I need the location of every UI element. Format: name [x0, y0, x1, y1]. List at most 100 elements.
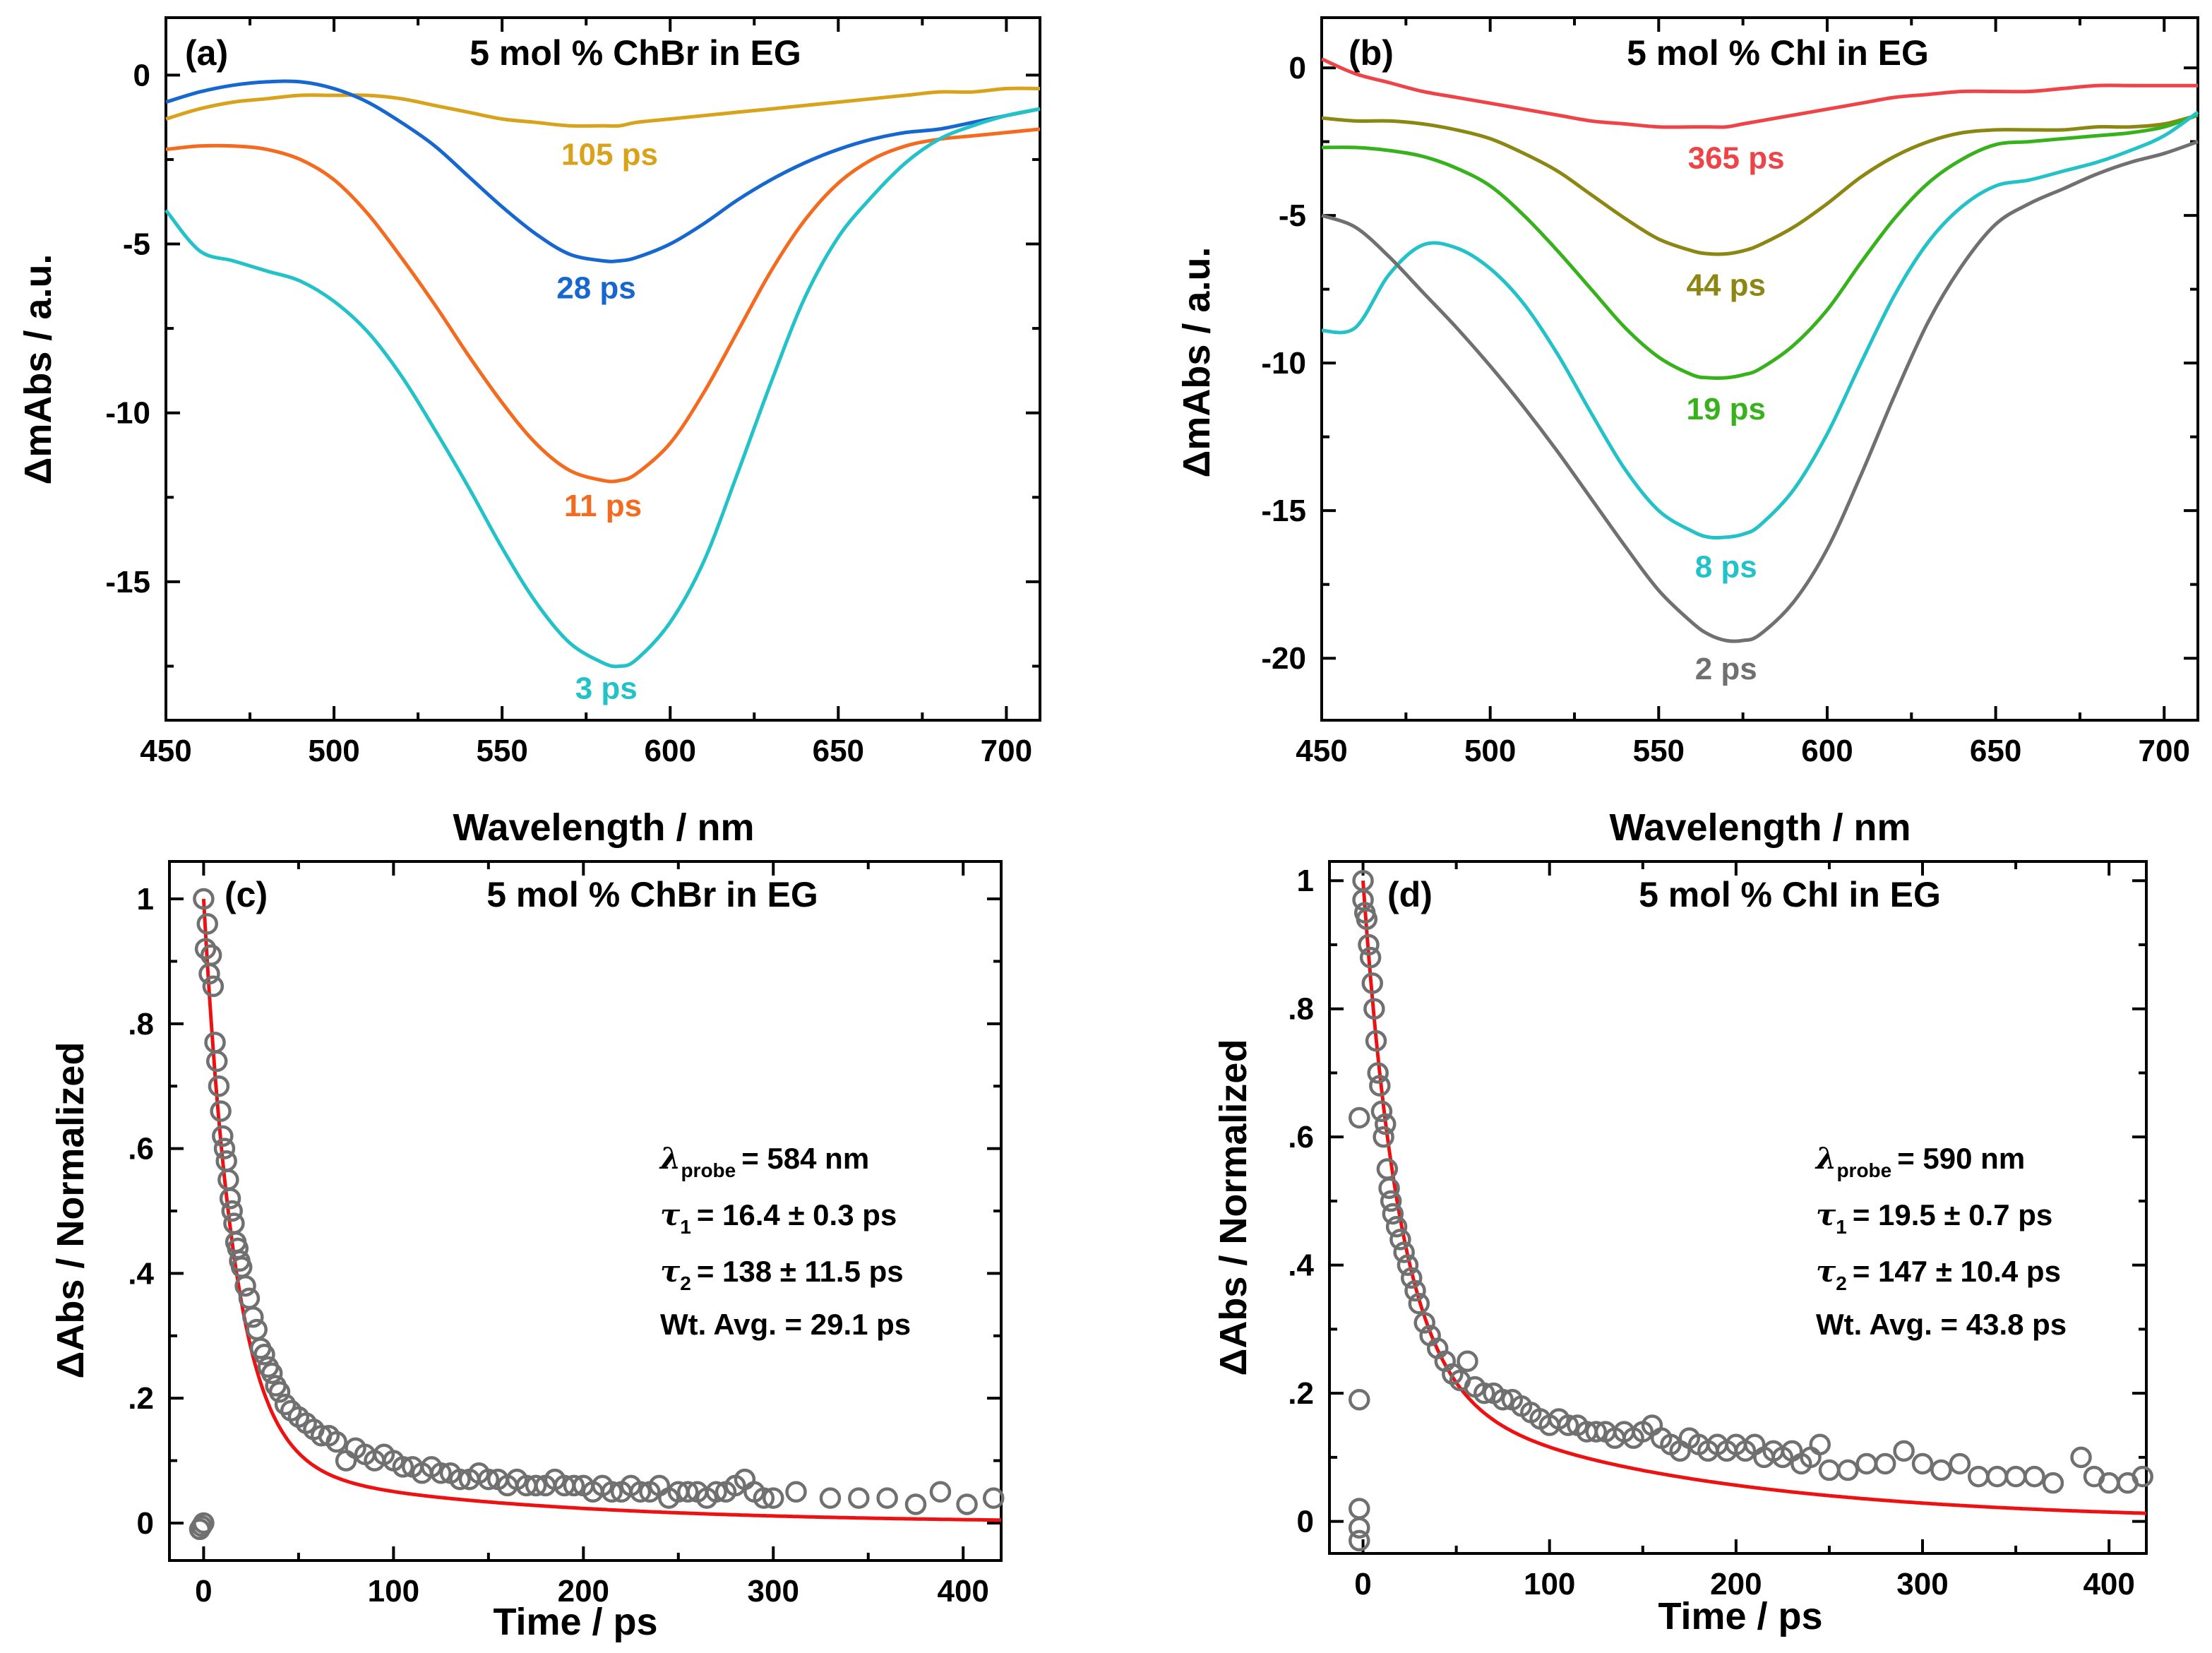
data-point — [1363, 998, 1385, 1020]
panel-c-wtavg-line: Wt. Avg. = 29.1 ps — [660, 1308, 911, 1341]
fit-curve — [201, 898, 1002, 1522]
panel-d-annotations: λprobe = 590 nm τ1 = 19.5 ± 0.7 ps τ2 = 147… — [1815, 1141, 2067, 1341]
data-point — [2023, 1465, 2045, 1488]
data-point — [1369, 1075, 1391, 1097]
x-tick-label: 400 — [2083, 1567, 2134, 1601]
data-point — [876, 1487, 898, 1509]
x-tick-label: 450 — [1296, 734, 1347, 768]
x-tick-label: 0 — [195, 1574, 212, 1609]
panel-b-axes: 450 500 550 600 650 700 0 -5 -10 -15 -20 — [1261, 16, 2199, 768]
panel-c-ylabel: ΔAbs / Normalized — [49, 1042, 92, 1379]
data-point — [1408, 1292, 1430, 1315]
panel-b-ylabel: ΔmAbs / a.u. — [1176, 247, 1218, 478]
panel-b-title: 5 mol % ChI in EG — [1627, 33, 1929, 73]
data-point — [234, 1275, 256, 1297]
panel-c-tau2-line: τ2 = 138 ± 11.5 ps — [660, 1254, 904, 1294]
panel-d-label: (d) — [1387, 875, 1433, 914]
data-point — [208, 1075, 230, 1097]
data-point — [705, 1481, 727, 1503]
data-point — [1389, 1229, 1411, 1251]
data-point — [1378, 1177, 1400, 1200]
x-tick-label: 600 — [645, 734, 696, 768]
data-point — [2132, 1465, 2153, 1488]
series-line-365-ps — [1320, 57, 2198, 129]
data-point — [1855, 1452, 1878, 1475]
data-point — [449, 1468, 471, 1491]
data-point — [676, 1481, 699, 1503]
curve-label-11-ps: 11 ps — [564, 489, 642, 523]
data-point — [1385, 1215, 1408, 1238]
x-tick-label: 100 — [1524, 1567, 1575, 1601]
data-point — [1949, 1452, 1971, 1475]
x-tick-label: 500 — [308, 734, 359, 768]
data-point — [929, 1481, 952, 1503]
data-point — [785, 1481, 807, 1503]
panel-c-fit — [201, 898, 1002, 1522]
y-tick-label: .6 — [128, 1132, 154, 1166]
x-tick-label: 700 — [2139, 734, 2190, 768]
curve-label-105-ps: 105 ps — [561, 138, 658, 172]
x-tick-label: 700 — [981, 734, 1032, 768]
y-tick-label: .8 — [1288, 992, 1314, 1027]
data-point — [1349, 1498, 1370, 1520]
data-point — [219, 1188, 241, 1210]
data-point — [1930, 1459, 1952, 1481]
panel-c-annotations: λprobe = 584 nm τ1 = 16.4 ± 0.3 ps τ2 = 138… — [659, 1141, 911, 1341]
data-point — [1349, 1529, 1370, 1552]
y-tick-label: -15 — [1261, 494, 1306, 528]
data-point — [1818, 1459, 1841, 1481]
fit-curve — [1361, 881, 2147, 1515]
y-tick-label: 0 — [1289, 51, 1306, 85]
panel-c-axes: 0 100 200 300 400 0 .2 .4 .6 .8 1 — [128, 860, 1003, 1609]
panel-a-series — [165, 79, 1041, 669]
data-point — [601, 1481, 623, 1503]
panel-a-title: 5 mol % ChBr in EG — [470, 33, 801, 73]
data-point — [325, 1431, 347, 1453]
data-point — [956, 1493, 978, 1515]
x-tick-label: 650 — [1970, 734, 2021, 768]
data-point — [1382, 1203, 1404, 1225]
data-point — [1367, 1062, 1389, 1084]
panel-c: 0 100 200 300 400 0 .2 .4 .6 .8 1 (c) 5 mol % ChBr… — [49, 860, 1005, 1643]
data-point — [223, 1212, 245, 1234]
data-point — [1349, 1106, 1370, 1129]
y-tick-label: -10 — [105, 396, 150, 431]
data-point — [525, 1474, 547, 1497]
x-tick-label: 100 — [368, 1574, 419, 1609]
panel-b-label: (b) — [1349, 33, 1394, 73]
data-point — [392, 1456, 414, 1478]
x-tick-label: 650 — [813, 734, 864, 768]
panel-a-curve-labels: 105 ps 28 ps 11 ps 3 ps — [556, 138, 658, 706]
curve-label-44-ps: 44 ps — [1687, 268, 1766, 302]
data-point — [1349, 1388, 1370, 1411]
panel-c-xlabel: Time / ps — [493, 1601, 657, 1643]
data-point — [238, 1287, 261, 1309]
data-point — [268, 1381, 291, 1403]
data-point — [1374, 1113, 1397, 1135]
panel-b-curve-labels: 365 ps 44 ps 19 ps 8 ps 2 ps — [1687, 141, 1785, 686]
panel-d-ylabel: ΔAbs / Normalized — [1212, 1039, 1255, 1376]
y-tick-label: .4 — [1288, 1248, 1314, 1283]
data-point — [1893, 1440, 1915, 1462]
x-tick-label: 300 — [748, 1574, 799, 1609]
y-tick-label: 0 — [133, 58, 150, 93]
series-line-3-ps — [165, 107, 1041, 669]
panel-c-title: 5 mol % ChBr in EG — [486, 875, 818, 914]
y-tick-label: .6 — [1288, 1120, 1314, 1154]
x-tick-label: 550 — [1633, 734, 1685, 768]
data-point — [1986, 1465, 2008, 1488]
y-tick-label: -20 — [1261, 641, 1306, 676]
panel-b: 450 500 550 600 650 700 0 -5 -10 -15 -20 365 ps 44 … — [1176, 16, 2199, 849]
data-point — [1358, 933, 1380, 956]
y-tick-label: -5 — [1279, 198, 1306, 233]
panel-d-lambda-line: λprobe = 590 nm — [1815, 1141, 2025, 1181]
curve-label-3-ps: 3 ps — [575, 672, 638, 706]
x-tick-label: 300 — [1896, 1567, 1948, 1601]
panel-d-fit — [1361, 881, 2147, 1515]
x-tick-label: 0 — [1354, 1567, 1371, 1601]
panel-a-xlabel: Wavelength / nm — [453, 806, 754, 849]
y-tick-label: -15 — [105, 565, 150, 599]
curve-label-2-ps: 2 ps — [1695, 652, 1757, 686]
